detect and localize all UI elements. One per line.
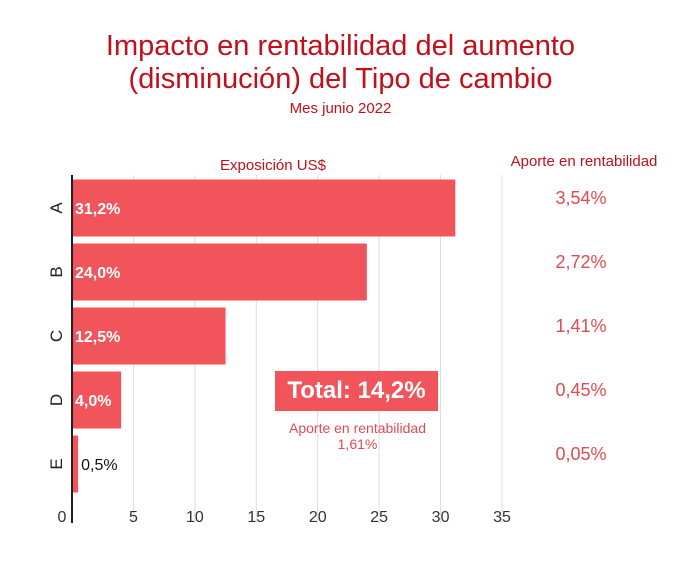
data-label: 24,0% [75, 265, 120, 282]
x-tick-label: 35 [493, 509, 511, 526]
category-label: D [47, 394, 66, 406]
x-tick-label: 10 [186, 509, 204, 526]
chart-subtitle: Mes junio 2022 [289, 100, 392, 117]
total-badge: Total: 14,2% [275, 371, 438, 411]
data-label: 0,5% [81, 457, 117, 474]
data-label: 31,2% [75, 201, 120, 218]
chart-title-line1: Impacto en rentabilidad del aumento [105, 30, 576, 62]
x-tick-label: 30 [432, 509, 450, 526]
total-note-value: 1,61% [337, 436, 378, 452]
x-tick-label: 15 [247, 509, 265, 526]
aporte-value: 0,45% [555, 380, 606, 400]
bar [72, 307, 226, 365]
category-label: E [47, 458, 66, 469]
data-label: 4,0% [75, 393, 111, 410]
aporte-value: 0,05% [555, 444, 606, 464]
category-label: B [47, 266, 66, 277]
x-tick-label: 25 [370, 509, 388, 526]
bar [72, 435, 79, 493]
x-tick-label: 5 [129, 509, 138, 526]
aporte-value: 1,41% [555, 316, 606, 336]
x-tick-label: 0 [58, 509, 67, 526]
total-note-label: Aporte en rentabilidad [289, 420, 426, 436]
x-tick-label: 20 [309, 509, 327, 526]
category-label: A [47, 202, 66, 214]
chart-title-line2: (disminución) del Tipo de cambio [128, 63, 553, 95]
aporte-value: 2,72% [555, 252, 606, 272]
bar [72, 371, 122, 429]
aporte-header: Aporte en rentabilidad [511, 153, 658, 170]
data-label: 12,5% [75, 329, 120, 346]
category-label: C [47, 330, 66, 342]
bar [72, 179, 456, 237]
aporte-value: 3,54% [555, 188, 606, 208]
bar [72, 243, 367, 301]
x-axis-label: Exposición US$ [220, 157, 327, 174]
